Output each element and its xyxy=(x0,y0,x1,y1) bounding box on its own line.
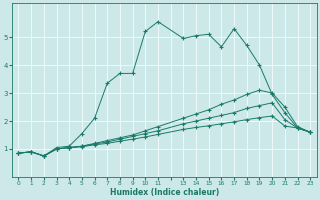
X-axis label: Humidex (Indice chaleur): Humidex (Indice chaleur) xyxy=(110,188,219,197)
